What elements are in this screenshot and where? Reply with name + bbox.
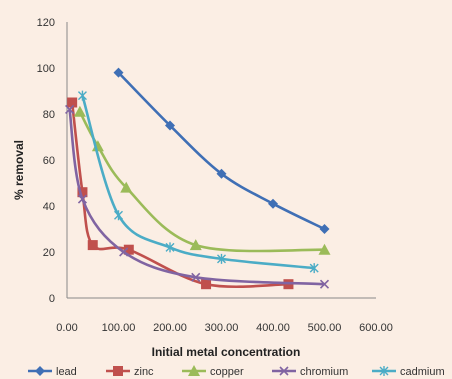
x-tick-label: 0.00 (56, 322, 77, 334)
data-point-chromium (119, 247, 129, 257)
data-point-copper (73, 105, 86, 117)
legend-item-copper: copper (182, 365, 244, 378)
data-point-lead (268, 198, 278, 209)
legend-label: lead (56, 366, 77, 378)
x-tick-labels: 0.00 100.00 200.00 300.00 400.00 500.00 600.00 (56, 322, 393, 334)
series-line-copper (78, 111, 325, 253)
legend-item-lead: lead (28, 366, 77, 378)
legend-label: cadmium (400, 366, 445, 378)
axes (66, 22, 376, 299)
x-tick-label: 100.00 (102, 322, 136, 334)
x-tick-label: 600.00 (359, 322, 393, 334)
data-point-copper (318, 243, 331, 255)
legend-item-chromium: chromium (272, 366, 348, 378)
data-point-cadmium (217, 253, 226, 264)
x-tick-label: 500.00 (308, 322, 342, 334)
series-line-zinc (70, 102, 289, 289)
y-tick-label: 20 (43, 247, 55, 259)
data-point-cadmium (77, 90, 87, 101)
data-point-chromium (65, 104, 75, 114)
legend-label: zinc (134, 366, 154, 378)
series-lead (113, 67, 330, 234)
series-copper (73, 105, 331, 255)
series-chromium (65, 104, 330, 289)
data-point-cadmium (309, 263, 319, 274)
y-tick-label: 0 (49, 293, 55, 305)
data-point-zinc (87, 240, 98, 251)
data-point-copper (120, 181, 133, 193)
y-tick-label: 60 (43, 155, 55, 167)
data-point-chromium (191, 272, 201, 282)
data-point-chromium (77, 194, 88, 204)
x-tick-label: 300.00 (205, 322, 239, 334)
legend-label: chromium (300, 366, 348, 378)
legend-marker (279, 366, 289, 376)
data-point-zinc (201, 279, 212, 290)
legend-marker (188, 365, 200, 376)
y-tick-labels: 0 20 40 60 80 100 120 (37, 17, 55, 305)
legend: lead zinc copper chromium cadmium (28, 365, 445, 378)
legend-item-cadmium: cadmium (372, 366, 445, 378)
data-point-copper (189, 239, 202, 251)
data-point-lead (165, 120, 175, 131)
series-line-lead (117, 71, 326, 231)
x-tick-label: 200.00 (153, 322, 187, 334)
y-axis-label: % removal (12, 140, 26, 200)
data-point-lead (113, 67, 124, 78)
data-point-lead (216, 168, 227, 179)
legend-marker (379, 366, 389, 376)
y-tick-label: 100 (37, 63, 55, 75)
legend-label: copper (210, 366, 244, 378)
data-point-chromium (319, 279, 330, 289)
data-point-zinc (77, 187, 88, 198)
data-point-lead (319, 224, 330, 234)
series-line-cadmium (81, 95, 315, 270)
series-zinc (67, 97, 294, 290)
y-tick-label: 120 (37, 17, 55, 29)
x-axis-label: Initial metal concentration (152, 345, 301, 359)
legend-marker (35, 366, 45, 376)
legend-item-zinc: zinc (106, 366, 154, 378)
data-point-cadmium (114, 210, 123, 221)
series-cadmium (77, 90, 319, 274)
series-group (65, 67, 331, 290)
data-point-zinc (67, 97, 78, 108)
series-line-chromium (68, 109, 325, 286)
data-point-zinc (123, 244, 134, 255)
x-tick-label: 400.00 (256, 322, 290, 334)
y-tick-label: 80 (43, 109, 55, 121)
data-point-cadmium (165, 242, 175, 253)
legend-marker (113, 366, 123, 376)
y-tick-label: 40 (43, 201, 55, 213)
